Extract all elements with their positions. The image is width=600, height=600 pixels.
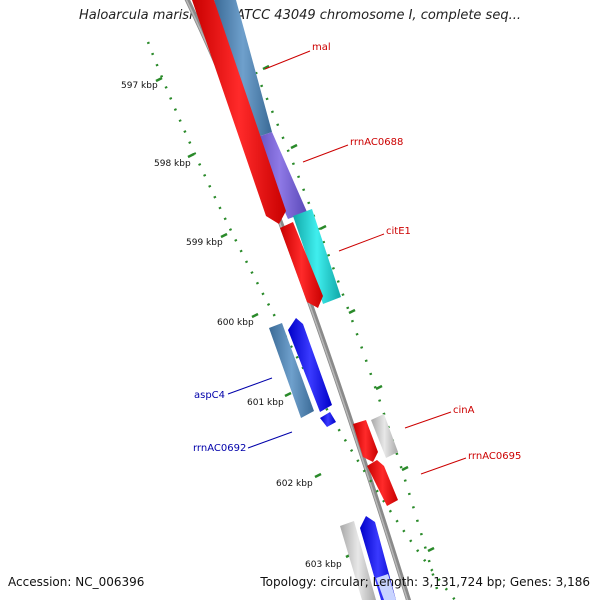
accession-label: Accession: NC_006396 [8,575,145,589]
label-mal[interactable]: mal [312,42,331,53]
label-aspC4[interactable]: aspC4 [194,390,225,401]
leader-lines [227,50,467,475]
label-citE1[interactable]: citE1 [386,226,411,237]
feature-citE1-red[interactable] [280,222,323,308]
tick-track-inner [146,41,456,600]
tick-label: 603 kbp [305,560,342,570]
label-cinA[interactable]: cinA [453,405,475,416]
label-rrnAC0688[interactable]: rrnAC0688 [350,137,403,148]
label-rrnAC0695[interactable]: rrnAC0695 [468,451,521,462]
feature-rrnAC0695-red[interactable] [367,460,398,506]
sequence-backbone-highlight [185,0,409,600]
tick-label: 600 kbp [217,318,254,328]
sequence-backbone [184,0,412,600]
features [192,0,398,600]
tick-label: 599 kbp [186,238,223,248]
feature-citE1-cyan[interactable] [293,209,341,304]
feature-cinA-grey[interactable] [371,414,398,458]
tick-track-outer [226,7,442,600]
feature-mal-red[interactable] [192,0,286,224]
feature-mal-outer[interactable] [214,0,272,139]
feature-aspC4-blue[interactable] [288,318,332,412]
feature-rrnAC0692[interactable] [320,412,336,427]
tick-label: 601 kbp [247,398,284,408]
tick-label: 598 kbp [154,159,191,169]
topology-summary: Topology: circular; Length: 3,131,724 bp… [260,575,590,589]
label-rrnAC0692[interactable]: rrnAC0692 [193,443,246,454]
major-ticks-outer [262,64,435,553]
feature-aspC4-steel[interactable] [269,323,314,418]
feature-labels: mal rrnAC0688 citE1 aspC4 rrnAC0692 cinA… [193,42,521,462]
tick-label: 602 kbp [276,479,313,489]
map-title: Haloarcula marismortui ATCC 43049 chromo… [79,8,521,23]
feature-cinA-red[interactable] [353,420,378,462]
feature-bottom-grey[interactable] [340,521,376,600]
tick-label: 597 kbp [121,81,158,91]
tick-labels: 597 kbp 598 kbp 599 kbp 600 kbp 601 kbp … [121,81,342,570]
feature-bottom-paleblue[interactable] [376,574,396,600]
